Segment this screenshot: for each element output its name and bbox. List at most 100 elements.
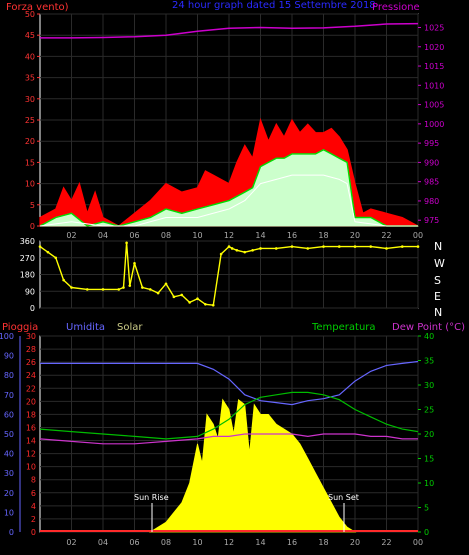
climate-x-tick-label: 14 [255,538,265,547]
pressure-line [40,22,419,39]
temperature-line [39,391,419,440]
wind-axis-tick-label: 50 [25,10,35,19]
direction-point [353,245,357,248]
direction-point [70,286,73,289]
rain-axis-tick-label: 14 [26,437,36,446]
pressure-axis-tick-label: 1015 [424,62,444,71]
pressure-axis-tick-label: 1005 [424,101,444,110]
humidity-axis-tick-label: 20 [4,489,14,498]
temperature-axis-tick-label: 5 [424,504,429,513]
humidity-axis-tick-label: 60 [4,410,14,419]
temperature-axis-tick-label: 0 [424,528,429,537]
direction-axis-tick-label: 0 [30,304,35,313]
wind-axis-tick-label: 5 [30,201,35,210]
climate-x-tick-label: 16 [287,538,297,547]
wind-x-tick-label: 08 [161,231,171,240]
direction-point [172,295,176,299]
rain-axis-tick-label: 24 [26,371,36,380]
wind-axis-tick-label: 40 [25,52,35,61]
climate-x-tick-label: 00 [413,538,423,547]
wind-axis-tick-label: 45 [25,31,35,40]
dewpoint-line [39,433,418,445]
cardinal-south: S [434,274,441,287]
rain-axis-tick-label: 16 [26,423,36,432]
temperature-axis-tick-label: 10 [424,479,434,488]
wind-axis-tick-label: 20 [25,137,35,146]
humidity-axis-tick-label: 10 [4,508,14,517]
dewpoint-legend: Dew Point (°C) [392,322,465,333]
rain-axis-tick-label: 4 [31,502,36,511]
climate-x-tick-label: 18 [318,538,328,547]
direction-point [416,245,420,248]
climate-x-tick-label: 10 [192,538,202,547]
chart-title: 24 hour graph dated 15 Settembre 2018 [172,0,376,11]
direction-point [125,241,128,245]
climate-x-tick-label: 08 [161,538,171,547]
climate-x-tick-label: 04 [98,538,108,547]
direction-point [122,286,125,289]
series-layer [38,22,420,533]
humidity-axis-tick-label: 40 [4,450,14,459]
climate-x-tick-label: 02 [66,538,76,547]
pressure-axis-title: Pressione [372,2,420,13]
pressure-axis-tick-label: 1025 [424,23,444,32]
wind-x-tick-label: 16 [287,231,297,240]
direction-point [227,245,231,248]
rain-axis-tick-label: 26 [26,358,36,367]
rain-axis-tick-label: 8 [31,476,36,485]
rain-axis-tick-label: 10 [26,463,36,472]
rain-axis-tick-label: 28 [26,345,36,354]
rain-axis-tick-label: 2 [31,515,36,524]
direction-point [235,249,239,252]
direction-point [230,247,234,250]
direction-point [141,286,144,289]
direction-point [133,262,136,265]
direction-point [164,282,168,286]
direction-point [117,288,121,291]
direction-point [46,250,50,254]
direction-point [156,291,160,295]
wind-axis-tick-label: 10 [25,180,35,189]
humidity-axis-tick-label: 0 [9,528,14,537]
pressure-axis-tick-label: 975 [424,216,439,225]
cardinal-north-bottom: N [434,306,442,319]
direction-point [38,245,42,248]
temperature-axis-tick-label: 40 [424,332,434,341]
axis-layer: 0510152025303540455097598098599099510001… [0,10,444,547]
direction-axis-tick-label: 90 [25,287,35,296]
direction-point [274,247,278,250]
pressure-axis-tick-label: 1000 [424,120,444,129]
pressure-axis-tick-label: 990 [424,158,439,167]
direction-axis-tick-label: 360 [20,237,35,246]
direction-point [219,252,223,256]
solar-area [148,398,357,533]
direction-point [188,301,191,304]
pressure-axis-tick-label: 1010 [424,81,444,90]
wind-x-tick-label: 02 [66,231,76,240]
humidity-legend: Umidita [66,322,105,333]
pressure-axis-tick-label: 995 [424,139,439,148]
wind-x-tick-label: 20 [350,231,360,240]
temperature-axis-tick-label: 20 [424,430,434,439]
direction-point [337,245,341,248]
wind-x-tick-label: 14 [255,231,265,240]
wind-average-line [39,148,418,227]
climate-x-tick-label: 12 [224,538,234,547]
wind-axis-tick-label: 30 [25,95,35,104]
wind-x-tick-label: 04 [98,231,108,240]
humidity-line [40,360,419,406]
direction-axis-tick-label: 270 [20,254,35,263]
rain-axis-tick-label: 18 [26,410,36,419]
wind-x-tick-label: 10 [192,231,202,240]
direction-point [204,302,207,306]
humidity-axis-tick-label: 50 [4,430,14,439]
pressure-axis-tick-label: 1020 [424,43,444,52]
wind-minimum-line [39,174,418,227]
direction-point [211,303,215,307]
wind-axis-tick-label: 15 [25,158,35,167]
direction-point [85,288,89,291]
temperature-axis-tick-label: 30 [424,381,434,390]
wind-axis-tick-label: 25 [25,116,35,125]
wind-axis-title: Forza vento) [6,2,69,13]
